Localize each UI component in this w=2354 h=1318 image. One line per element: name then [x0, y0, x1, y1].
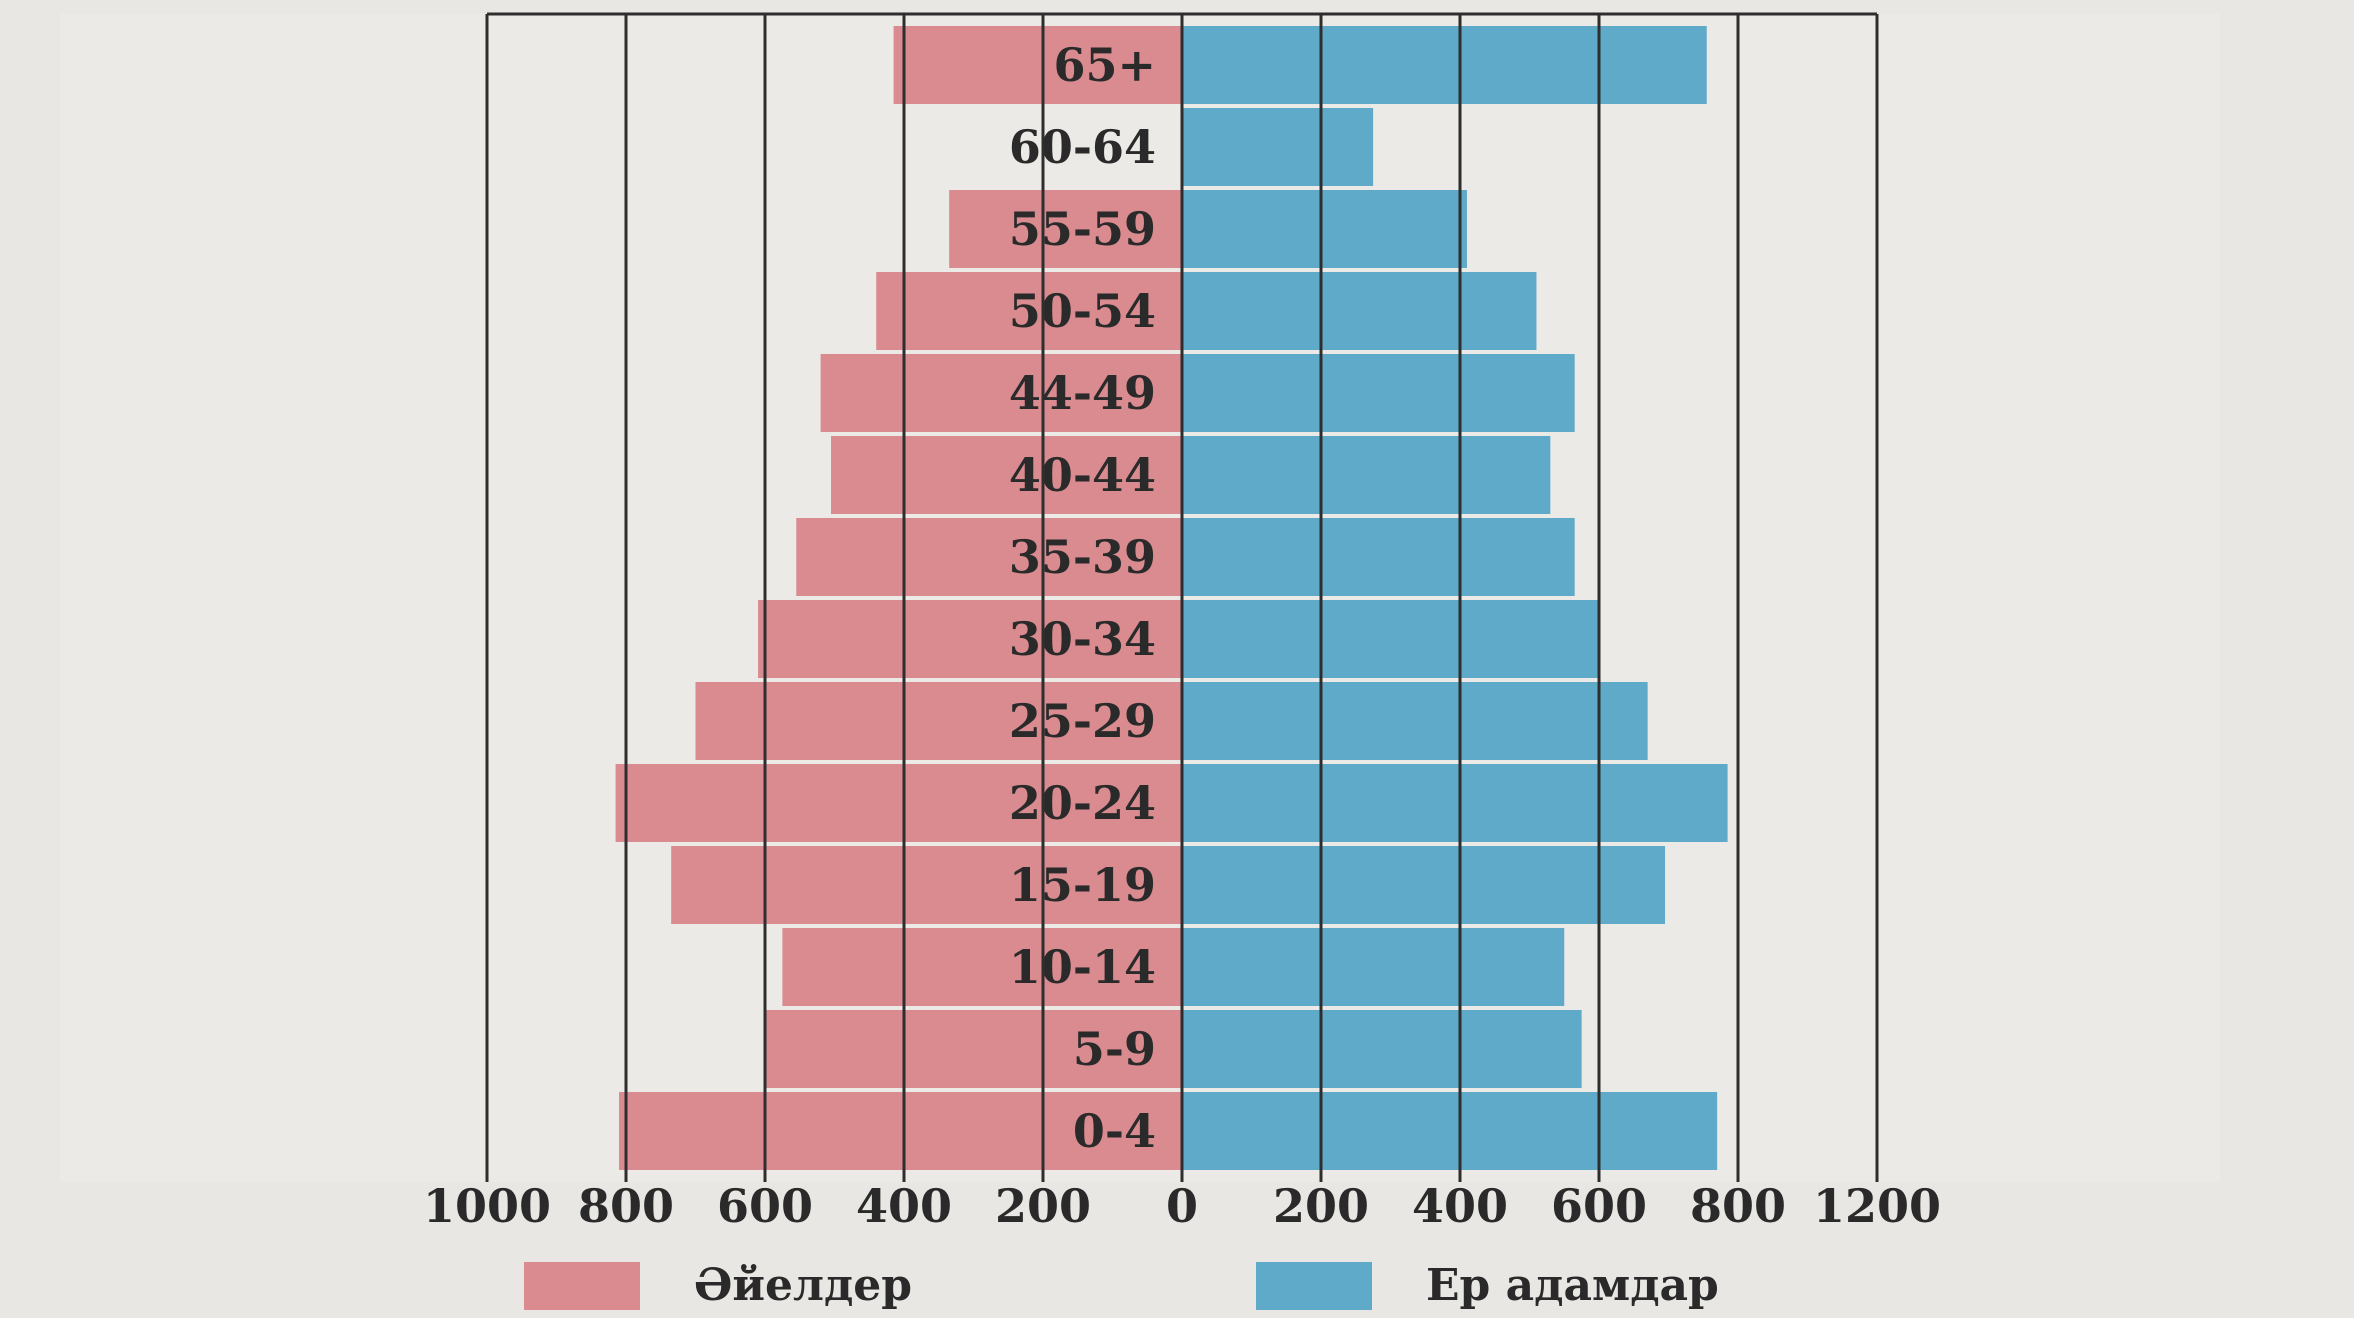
bar-mens-10-14 [1182, 928, 1565, 1006]
category-label: 0-4 [1073, 1104, 1156, 1158]
x-tick-label: 600 [1551, 1179, 1647, 1233]
category-label: 10-14 [1009, 940, 1156, 994]
bar-womens-65+ [893, 26, 1182, 104]
category-label: 65+ [1053, 38, 1156, 92]
bar-womens-35-39 [796, 518, 1182, 596]
x-tick-label: 0 [1166, 1179, 1198, 1233]
bar-mens-20-24 [1182, 764, 1728, 842]
x-tick-label: 400 [856, 1179, 952, 1233]
category-labels: 0-4 5-9 10-14 15-19 20-24 25-29 30-34 35-39 40-4… [1009, 38, 1156, 1158]
bar-womens-20-24 [615, 764, 1182, 842]
bar-womens-40-44 [831, 436, 1182, 514]
x-tick-label: 400 [1412, 1179, 1508, 1233]
bars [615, 26, 1728, 1170]
category-label: 30-34 [1009, 612, 1156, 666]
bar-mens-60-64 [1182, 108, 1374, 186]
x-tick-label: 800 [578, 1179, 674, 1233]
bar-womens-55-59 [949, 190, 1182, 268]
x-tick-label: 200 [1273, 1179, 1369, 1233]
bar-womens-10-14 [782, 928, 1182, 1006]
category-label: 25-29 [1009, 694, 1156, 748]
bar-mens-44-49 [1182, 354, 1575, 432]
bar-womens-15-19 [671, 846, 1182, 924]
category-label: 50-54 [1009, 284, 1156, 338]
bar-mens-15-19 [1182, 846, 1666, 924]
bar-womens-5-9 [765, 1010, 1182, 1088]
category-label: 40-44 [1009, 448, 1156, 502]
legend-label-mens: Ер адамдар [1426, 1260, 1719, 1311]
bar-mens-65+ [1182, 26, 1707, 104]
category-label: 15-19 [1009, 858, 1156, 912]
x-tick-label: 800 [1690, 1179, 1786, 1233]
bar-womens-30-34 [758, 600, 1182, 678]
grid-lines [60, 14, 2220, 1182]
x-axis: 1000 800 600 400 200 0 200 400 600 800 1200 [423, 12, 1941, 1233]
bar-mens-35-39 [1182, 518, 1575, 596]
legend-swatch-mens [1256, 1262, 1372, 1310]
bar-womens-25-29 [695, 682, 1182, 760]
bar-mens-25-29 [1182, 682, 1648, 760]
plot-background [60, 14, 2220, 1182]
bar-mens-50-54 [1182, 272, 1537, 350]
bar-womens-50-54 [876, 272, 1182, 350]
bar-womens-0-4 [619, 1092, 1182, 1170]
category-label: 55-59 [1009, 202, 1156, 256]
x-tick-label: 1000 [423, 1179, 551, 1233]
category-label: 20-24 [1009, 776, 1156, 830]
legend-swatch-womens [524, 1262, 640, 1310]
x-tick-label: 1200 [1813, 1179, 1941, 1233]
bar-mens-40-44 [1182, 436, 1551, 514]
bar-mens-5-9 [1182, 1010, 1582, 1088]
bar-womens-44-49 [820, 354, 1182, 432]
bar-mens-0-4 [1182, 1092, 1718, 1170]
bar-mens-55-59 [1182, 190, 1467, 268]
bar-mens-30-34 [1182, 600, 1599, 678]
x-tick-label: 200 [995, 1179, 1091, 1233]
category-label: 5-9 [1073, 1022, 1156, 1076]
category-label: 60-64 [1009, 120, 1156, 174]
category-label: 35-39 [1009, 530, 1156, 584]
legend-label-womens: Әйелдер [694, 1260, 912, 1311]
x-tick-label: 600 [717, 1179, 813, 1233]
category-label: 44-49 [1009, 366, 1156, 420]
legend: Әйелдер Ер адамдар [524, 1260, 1719, 1311]
